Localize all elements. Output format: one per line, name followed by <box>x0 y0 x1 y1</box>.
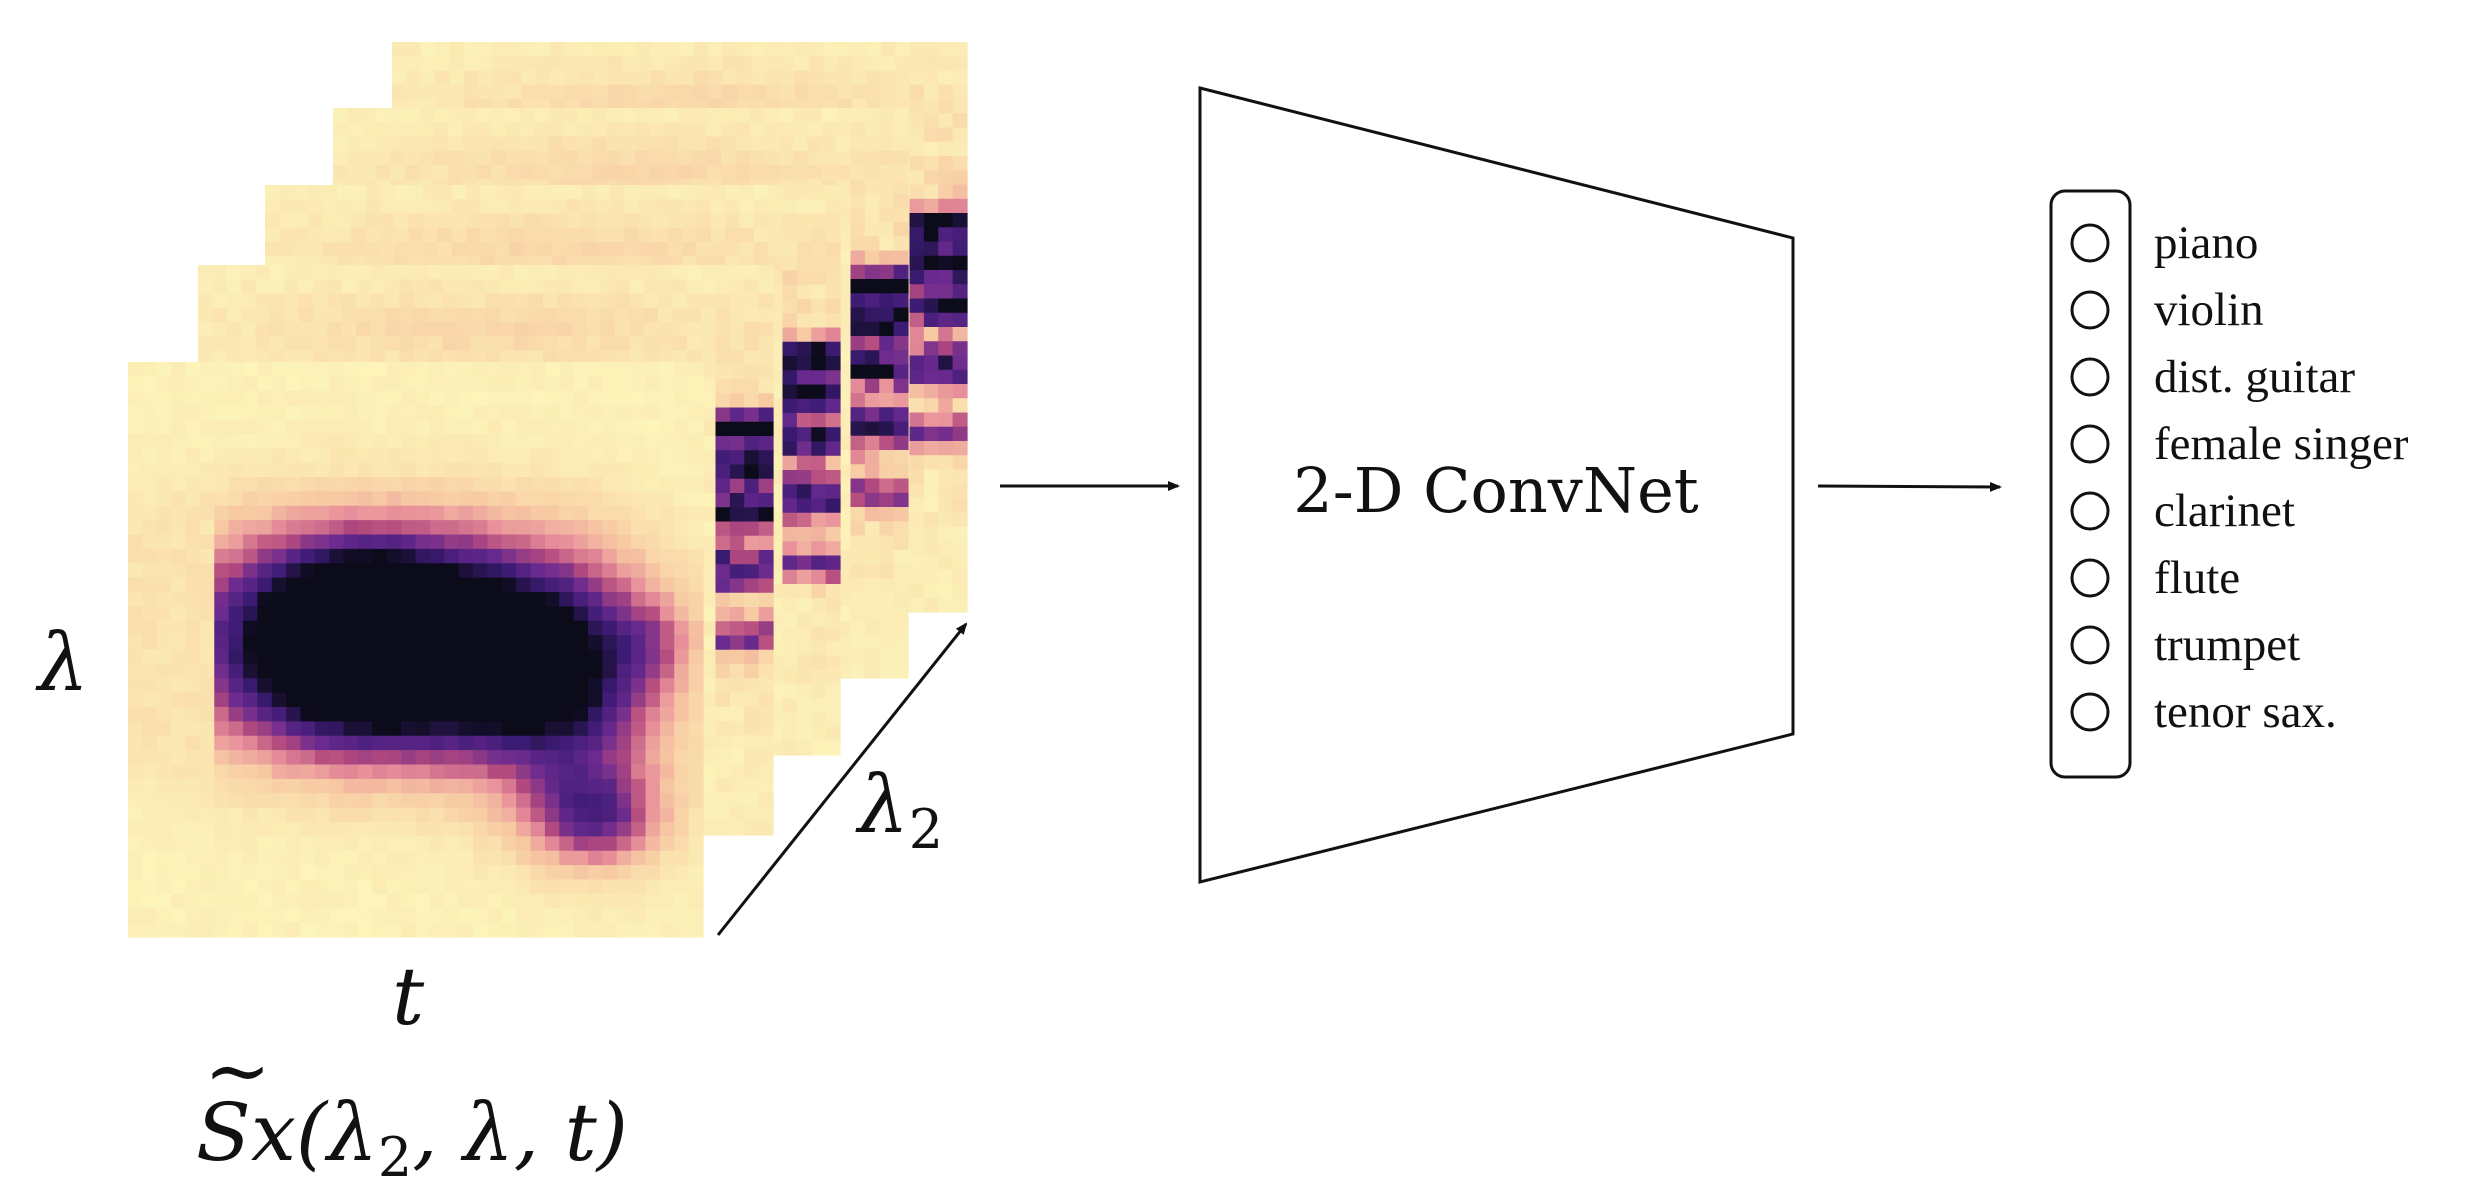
class-label: clarinet <box>2154 485 2295 537</box>
output-node <box>2070 625 2110 665</box>
output-node <box>2070 692 2110 732</box>
class-label: dist. guitar <box>2154 351 2355 403</box>
class-label: flute <box>2154 552 2240 604</box>
class-list: piano violin dist. guitar female singer clar… <box>2070 217 2409 738</box>
front-slice <box>128 362 704 938</box>
output-vector <box>2049 189 2132 779</box>
output-node <box>2070 357 2110 397</box>
class-label: female singer <box>2154 418 2409 470</box>
output-node <box>2070 223 2110 263</box>
class-label: trumpet <box>2154 619 2300 671</box>
class-label: violin <box>2154 284 2264 336</box>
scattering-slices <box>128 42 968 938</box>
output-arrow <box>1817 481 2002 492</box>
output-node <box>2070 290 2110 330</box>
formula-tilde: ~ <box>204 1024 271 1117</box>
output-node <box>2070 424 2110 464</box>
frequency-axis-label: λ <box>35 616 89 709</box>
class-label: piano <box>2154 217 2258 269</box>
scattering-formula: ~ Sx(λ2, λ, t) <box>196 1024 628 1183</box>
depth-axis-label: λ2 <box>855 758 943 861</box>
convnet-block <box>1198 86 1795 884</box>
output-node <box>2070 491 2110 531</box>
convnet-label: 2-D ConvNet <box>1293 454 1698 527</box>
output-node <box>2070 558 2110 598</box>
time-axis-label: t <box>392 950 425 1043</box>
depth-arrow <box>716 622 968 936</box>
class-label: tenor sax. <box>2154 686 2337 738</box>
